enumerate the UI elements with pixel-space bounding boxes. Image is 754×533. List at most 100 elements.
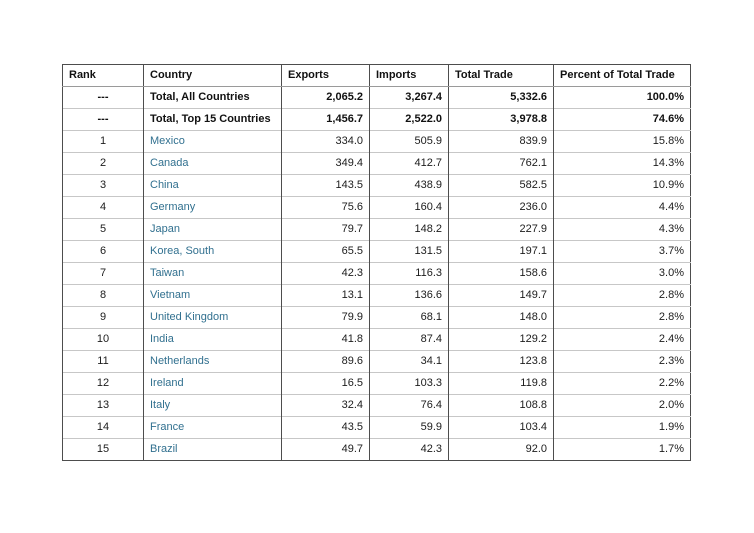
total-trade-cell: 3,978.8 xyxy=(448,108,554,131)
country-cell: Total, All Countries xyxy=(143,86,282,109)
exports-cell: 43.5 xyxy=(281,416,370,439)
imports-cell: 3,267.4 xyxy=(369,86,449,109)
table-row: 13 Italy 32.4 76.4 108.8 2.0% xyxy=(62,394,691,417)
country-cell: Total, Top 15 Countries xyxy=(143,108,282,131)
imports-cell: 148.2 xyxy=(369,218,449,241)
total-trade-cell: 129.2 xyxy=(448,328,554,351)
percent-cell: 74.6% xyxy=(553,108,691,131)
imports-cell: 68.1 xyxy=(369,306,449,329)
total-trade-cell: 197.1 xyxy=(448,240,554,263)
imports-cell: 412.7 xyxy=(369,152,449,175)
header-row: Rank Country Exports Imports Total Trade… xyxy=(62,64,691,87)
percent-cell: 14.3% xyxy=(553,152,691,175)
table-row: 5 Japan 79.7 148.2 227.9 4.3% xyxy=(62,218,691,241)
imports-cell: 505.9 xyxy=(369,130,449,153)
total-trade-cell: 158.6 xyxy=(448,262,554,285)
percent-cell: 10.9% xyxy=(553,174,691,197)
country-link[interactable]: United Kingdom xyxy=(143,306,282,329)
country-link[interactable]: Germany xyxy=(143,196,282,219)
rank-cell: 4 xyxy=(62,196,144,219)
percent-cell: 3.7% xyxy=(553,240,691,263)
table-row: 8 Vietnam 13.1 136.6 149.7 2.8% xyxy=(62,284,691,307)
imports-cell: 42.3 xyxy=(369,438,449,461)
country-link[interactable]: India xyxy=(143,328,282,351)
total-trade-cell: 92.0 xyxy=(448,438,554,461)
imports-cell: 438.9 xyxy=(369,174,449,197)
exports-cell: 89.6 xyxy=(281,350,370,373)
column-header-total-trade: Total Trade xyxy=(448,64,554,87)
country-link[interactable]: China xyxy=(143,174,282,197)
imports-cell: 59.9 xyxy=(369,416,449,439)
table-row: 14 France 43.5 59.9 103.4 1.9% xyxy=(62,416,691,439)
column-header-rank: Rank xyxy=(62,64,144,87)
rank-cell: 1 xyxy=(62,130,144,153)
total-trade-cell: 149.7 xyxy=(448,284,554,307)
total-trade-cell: 103.4 xyxy=(448,416,554,439)
percent-cell: 100.0% xyxy=(553,86,691,109)
country-link[interactable]: Vietnam xyxy=(143,284,282,307)
exports-cell: 75.6 xyxy=(281,196,370,219)
rank-cell: 15 xyxy=(62,438,144,461)
imports-cell: 76.4 xyxy=(369,394,449,417)
percent-cell: 4.4% xyxy=(553,196,691,219)
exports-cell: 1,456.7 xyxy=(281,108,370,131)
total-trade-cell: 148.0 xyxy=(448,306,554,329)
total-trade-cell: 5,332.6 xyxy=(448,86,554,109)
rank-cell: 11 xyxy=(62,350,144,373)
table-row: 2 Canada 349.4 412.7 762.1 14.3% xyxy=(62,152,691,175)
country-link[interactable]: Ireland xyxy=(143,372,282,395)
percent-cell: 1.7% xyxy=(553,438,691,461)
country-link[interactable]: Italy xyxy=(143,394,282,417)
imports-cell: 87.4 xyxy=(369,328,449,351)
percent-cell: 15.8% xyxy=(553,130,691,153)
rank-cell: 13 xyxy=(62,394,144,417)
total-trade-cell: 762.1 xyxy=(448,152,554,175)
percent-cell: 2.8% xyxy=(553,306,691,329)
imports-cell: 103.3 xyxy=(369,372,449,395)
imports-cell: 136.6 xyxy=(369,284,449,307)
table-row: 3 China 143.5 438.9 582.5 10.9% xyxy=(62,174,691,197)
trade-table: Rank Country Exports Imports Total Trade… xyxy=(62,64,691,461)
exports-cell: 42.3 xyxy=(281,262,370,285)
rank-cell: 12 xyxy=(62,372,144,395)
table-row: 10 India 41.8 87.4 129.2 2.4% xyxy=(62,328,691,351)
country-link[interactable]: France xyxy=(143,416,282,439)
country-link[interactable]: Japan xyxy=(143,218,282,241)
rank-cell: 5 xyxy=(62,218,144,241)
rank-cell: 6 xyxy=(62,240,144,263)
imports-cell: 160.4 xyxy=(369,196,449,219)
summary-row: --- Total, Top 15 Countries 1,456.7 2,522.0… xyxy=(62,108,691,131)
country-link[interactable]: Canada xyxy=(143,152,282,175)
rank-cell: --- xyxy=(62,108,144,131)
exports-cell: 49.7 xyxy=(281,438,370,461)
country-link[interactable]: Taiwan xyxy=(143,262,282,285)
rank-cell: 9 xyxy=(62,306,144,329)
percent-cell: 2.2% xyxy=(553,372,691,395)
exports-cell: 65.5 xyxy=(281,240,370,263)
table-row: 7 Taiwan 42.3 116.3 158.6 3.0% xyxy=(62,262,691,285)
percent-cell: 4.3% xyxy=(553,218,691,241)
exports-cell: 349.4 xyxy=(281,152,370,175)
country-link[interactable]: Netherlands xyxy=(143,350,282,373)
table-row: 4 Germany 75.6 160.4 236.0 4.4% xyxy=(62,196,691,219)
table-row: 9 United Kingdom 79.9 68.1 148.0 2.8% xyxy=(62,306,691,329)
column-header-country: Country xyxy=(143,64,282,87)
table-row: 6 Korea, South 65.5 131.5 197.1 3.7% xyxy=(62,240,691,263)
table-row: 1 Mexico 334.0 505.9 839.9 15.8% xyxy=(62,130,691,153)
imports-cell: 34.1 xyxy=(369,350,449,373)
exports-cell: 143.5 xyxy=(281,174,370,197)
rank-cell: 7 xyxy=(62,262,144,285)
exports-cell: 41.8 xyxy=(281,328,370,351)
country-link[interactable]: Brazil xyxy=(143,438,282,461)
country-link[interactable]: Mexico xyxy=(143,130,282,153)
exports-cell: 32.4 xyxy=(281,394,370,417)
exports-cell: 79.7 xyxy=(281,218,370,241)
table-row: 12 Ireland 16.5 103.3 119.8 2.2% xyxy=(62,372,691,395)
table-row: 15 Brazil 49.7 42.3 92.0 1.7% xyxy=(62,438,691,461)
percent-cell: 1.9% xyxy=(553,416,691,439)
total-trade-cell: 227.9 xyxy=(448,218,554,241)
exports-cell: 2,065.2 xyxy=(281,86,370,109)
rank-cell: 14 xyxy=(62,416,144,439)
country-link[interactable]: Korea, South xyxy=(143,240,282,263)
